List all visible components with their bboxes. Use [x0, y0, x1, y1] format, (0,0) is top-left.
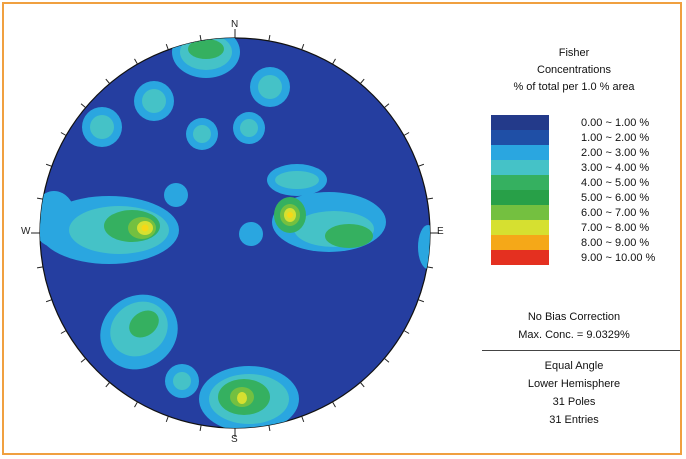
- legend-panel: Fisher Concentrations % of total per 1.0…: [474, 4, 684, 457]
- cluster-center-dot: [239, 222, 263, 246]
- legend-swatch: [491, 205, 549, 220]
- legend-swatch: [491, 160, 549, 175]
- legend-swatch: [491, 190, 549, 205]
- perimeter-tick: [332, 401, 336, 408]
- perimeter-tick: [36, 197, 44, 200]
- perimeter-tick: [60, 132, 67, 136]
- figure-frame: N S E W Fisher Concentrations % of total…: [2, 2, 682, 455]
- legend-swatch: [491, 115, 549, 130]
- legend-range-label: 3.00 ~ 4.00 %: [581, 162, 650, 174]
- perimeter-tick: [134, 401, 138, 408]
- hemisphere-label: Lower Hemisphere: [527, 378, 621, 390]
- legend-range-label: 8.00 ~ 9.00 %: [581, 237, 650, 249]
- perimeter-tick: [199, 424, 202, 432]
- perimeter-tick: [301, 416, 305, 423]
- perimeter-tick: [80, 103, 86, 109]
- cluster-center-small: [164, 183, 188, 207]
- perimeter-tick: [384, 103, 390, 109]
- legend-swatch: [491, 130, 549, 145]
- divider: [482, 350, 680, 351]
- south-label: S: [231, 434, 238, 445]
- perimeter-tick: [403, 132, 410, 136]
- perimeter-tick: [268, 34, 271, 42]
- stereonet-plot: [31, 29, 439, 437]
- bias-label: No Bias Correction: [527, 311, 621, 323]
- legend-range-label: 1.00 ~ 2.00 %: [581, 132, 650, 144]
- perimeter-tick: [418, 163, 425, 167]
- perimeter-tick: [403, 330, 410, 334]
- perimeter-tick: [45, 299, 52, 303]
- legend-range-label: 5.00 ~ 6.00 %: [581, 192, 650, 204]
- perimeter-tick: [426, 197, 434, 200]
- legend-range-label: 4.00 ~ 5.00 %: [581, 177, 650, 189]
- perimeter-tick: [301, 43, 305, 50]
- legend-range-label: 6.00 ~ 7.00 %: [581, 207, 650, 219]
- poles-label: 31 Poles: [552, 396, 596, 408]
- perimeter-tick: [199, 34, 202, 42]
- legend-swatch: [491, 250, 549, 265]
- perimeter-tick: [426, 266, 434, 269]
- projection-label: Equal Angle: [544, 360, 604, 372]
- legend-swatch: [491, 220, 549, 235]
- perimeter-tick: [134, 58, 138, 65]
- perimeter-tick: [359, 78, 365, 84]
- legend-range-label: 7.00 ~ 8.00 %: [581, 222, 650, 234]
- perimeter-tick: [45, 163, 52, 167]
- legend-range-label: 2.00 ~ 3.00 %: [581, 147, 650, 159]
- perimeter-tick: [60, 330, 67, 334]
- east-label: E: [437, 226, 444, 237]
- legend-range-label: 0.00 ~ 1.00 %: [581, 117, 650, 129]
- perimeter-tick: [36, 266, 44, 269]
- legend-swatch: [491, 145, 549, 160]
- legend-title-3: % of total per 1.0 % area: [513, 81, 635, 93]
- north-label: N: [231, 19, 239, 30]
- perimeter-tick: [332, 58, 336, 65]
- perimeter-tick: [384, 357, 390, 363]
- legend-title-2: Concentrations: [537, 64, 611, 76]
- entries-label: 31 Entries: [549, 414, 599, 426]
- west-label: W: [21, 226, 31, 237]
- contour-layer: [40, 38, 430, 428]
- legend-range-label: 9.00 ~ 10.00 %: [581, 252, 656, 264]
- perimeter-tick: [165, 416, 169, 423]
- perimeter-tick: [105, 382, 111, 388]
- legend-swatch: [491, 235, 549, 250]
- perimeter-tick: [105, 78, 111, 84]
- color-scale: [491, 115, 549, 265]
- perimeter-tick: [418, 299, 425, 303]
- perimeter-tick: [359, 382, 365, 388]
- max-conc-label: Max. Conc. = 9.0329%: [518, 329, 630, 341]
- perimeter-tick: [268, 424, 271, 432]
- perimeter-tick: [80, 357, 86, 363]
- perimeter-tick: [165, 43, 169, 50]
- legend-swatch: [491, 175, 549, 190]
- cluster-east-edge: [418, 225, 430, 269]
- perimeter-ticks: [31, 29, 439, 437]
- legend-title-1: Fisher: [558, 47, 590, 59]
- cluster-west-tail: [40, 191, 76, 247]
